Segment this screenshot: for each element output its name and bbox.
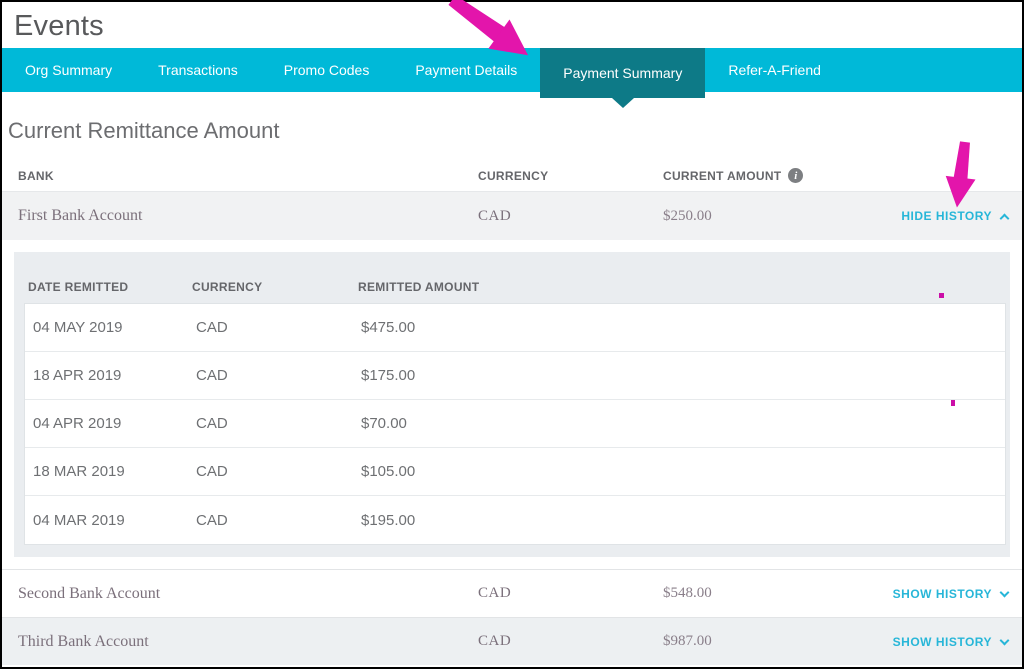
bank-currency: CAD: [478, 633, 512, 649]
remit-amount: $70.00: [361, 415, 407, 432]
remit-currency: CAD: [196, 319, 228, 336]
bank-name: Third Bank Account: [18, 632, 149, 650]
remit-amount: $195.00: [361, 511, 416, 529]
banks-table: BANK CURRENCY CURRENT AMOUNT i First Ban…: [2, 160, 1022, 665]
chevron-down-icon: [999, 635, 1010, 645]
column-header-current-amount: CURRENT AMOUNT i: [663, 168, 1008, 183]
history-row: 04 MAY 2019 CAD $475.00: [25, 304, 1005, 352]
remit-date: 04 APR 2019: [33, 415, 122, 432]
hide-history-button[interactable]: HIDE HISTORY: [901, 209, 1010, 223]
remit-currency: CAD: [196, 367, 228, 384]
remit-amount: $475.00: [361, 319, 416, 336]
remit-date: 04 MAY 2019: [33, 319, 123, 336]
toggle-label: SHOW HISTORY: [892, 586, 992, 601]
remit-date: 18 APR 2019: [33, 367, 122, 384]
section-heading: Current Remittance Amount: [8, 118, 280, 143]
tab-refer-a-friend[interactable]: Refer-A-Friend: [705, 48, 844, 92]
history-row: 18 MAR 2019 CAD $105.00: [25, 448, 1005, 496]
history-row: 18 APR 2019 CAD $175.00: [25, 352, 1005, 400]
bank-amount: $250.00: [663, 207, 712, 224]
tab-label: Transactions: [158, 62, 238, 78]
remit-date: 04 MAR 2019: [33, 511, 125, 529]
tab-bar: Org Summary Transactions Promo Codes Pay…: [2, 48, 1022, 98]
remit-date: 18 MAR 2019: [33, 463, 125, 480]
remit-currency: CAD: [196, 511, 228, 529]
info-icon[interactable]: i: [788, 168, 804, 183]
remit-amount: $175.00: [361, 367, 416, 384]
bank-name: First Bank Account: [18, 207, 143, 224]
tab-payment-summary[interactable]: Payment Summary: [540, 48, 706, 98]
column-header-bank: BANK: [18, 168, 54, 183]
remit-currency: CAD: [196, 415, 228, 432]
toggle-label: HIDE HISTORY: [901, 209, 992, 223]
column-header-currency: CURRENCY: [478, 168, 549, 183]
tab-label: Payment Summary: [563, 65, 683, 81]
chevron-down-icon: [999, 587, 1010, 597]
bank-amount: $548.00: [663, 585, 712, 601]
bank-currency: CAD: [478, 585, 512, 601]
bank-currency: CAD: [478, 207, 512, 224]
remit-currency: CAD: [196, 463, 228, 480]
history-row: 04 MAR 2019 CAD $195.00: [25, 496, 1005, 544]
column-header-currency: CURRENCY: [192, 279, 263, 294]
tab-org-summary[interactable]: Org Summary: [2, 48, 135, 92]
history-panel: DATE REMITTED CURRENCY REMITTED AMOUNT 0…: [14, 252, 1010, 557]
tab-label: Org Summary: [25, 62, 113, 78]
tab-payment-details[interactable]: Payment Details: [392, 48, 540, 92]
column-header-date-remitted: DATE REMITTED: [28, 279, 129, 294]
bank-row-second: Second Bank Account CAD $548.00 SHOW HIS…: [2, 569, 1022, 617]
tab-promo-codes[interactable]: Promo Codes: [261, 48, 393, 92]
bank-amount: $987.00: [663, 633, 712, 649]
tab-label: Refer-A-Friend: [728, 62, 821, 78]
history-table-header: DATE REMITTED CURRENCY REMITTED AMOUNT: [14, 270, 1010, 303]
tab-transactions[interactable]: Transactions: [135, 48, 261, 92]
tab-label: Payment Details: [415, 62, 518, 78]
tab-label: Promo Codes: [283, 62, 370, 78]
banks-table-header: BANK CURRENCY CURRENT AMOUNT i: [2, 160, 1022, 192]
show-history-button[interactable]: SHOW HISTORY: [892, 586, 1010, 601]
bank-row-first: First Bank Account CAD $250.00 HIDE HIST…: [2, 192, 1022, 240]
history-table: 04 MAY 2019 CAD $475.00 18 APR 2019 CAD …: [24, 303, 1006, 545]
column-header-remitted-amount: REMITTED AMOUNT: [358, 279, 480, 294]
history-row: 04 APR 2019 CAD $70.00: [25, 400, 1005, 448]
show-history-button[interactable]: SHOW HISTORY: [892, 634, 1010, 649]
toggle-label: SHOW HISTORY: [892, 634, 992, 649]
page-title: Events: [14, 10, 104, 42]
chevron-up-icon: [999, 213, 1010, 223]
bank-name: Second Bank Account: [18, 584, 161, 602]
remit-amount: $105.00: [361, 463, 416, 480]
bank-row-third: Third Bank Account CAD $987.00 SHOW HIST…: [2, 617, 1022, 665]
